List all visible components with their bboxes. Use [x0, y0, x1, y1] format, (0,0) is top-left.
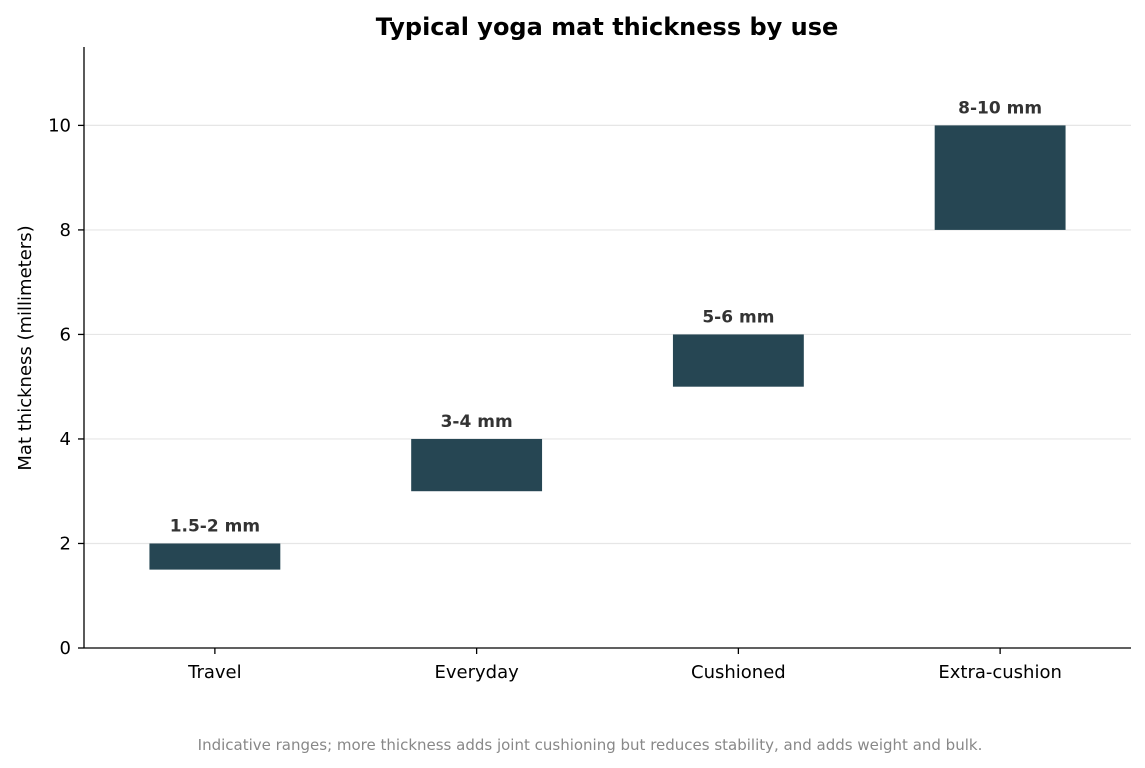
y-tick-label: 0 — [60, 638, 71, 659]
bar-everyday — [411, 438, 543, 492]
y-tick-label: 8 — [60, 220, 71, 241]
data-label: 5-6 mm — [702, 307, 774, 327]
y-tick-label: 4 — [60, 429, 71, 450]
bar-travel — [149, 543, 281, 570]
data-labels: 1.5-2 mm 3-4 mm 5-6 mm 8-10 mm — [170, 98, 1042, 536]
x-tick-label: Extra-cushion — [938, 662, 1062, 683]
y-ticks: 0 2 4 6 8 10 — [48, 115, 84, 659]
x-ticks: Travel Everyday Cushioned Extra-cushion — [187, 648, 1062, 683]
bars — [149, 125, 1066, 570]
y-tick-label: 2 — [60, 533, 71, 554]
axes — [83, 47, 1131, 649]
data-label: 3-4 mm — [441, 412, 513, 432]
chart-title: Typical yoga mat thickness by use — [376, 13, 839, 41]
y-axis-label: Mat thickness (millimeters) — [15, 225, 36, 470]
x-tick-label: Cushioned — [691, 662, 786, 683]
bar-cushioned — [672, 334, 804, 387]
x-tick-label: Everyday — [434, 662, 519, 683]
x-tick-label: Travel — [187, 662, 242, 683]
y-tick-label: 10 — [48, 115, 71, 136]
y-tick-label: 6 — [60, 324, 71, 345]
bar-extra-cushion — [934, 125, 1066, 230]
footnote: Indicative ranges; more thickness adds j… — [198, 736, 983, 754]
data-label: 8-10 mm — [958, 98, 1042, 118]
data-label: 1.5-2 mm — [170, 516, 260, 536]
